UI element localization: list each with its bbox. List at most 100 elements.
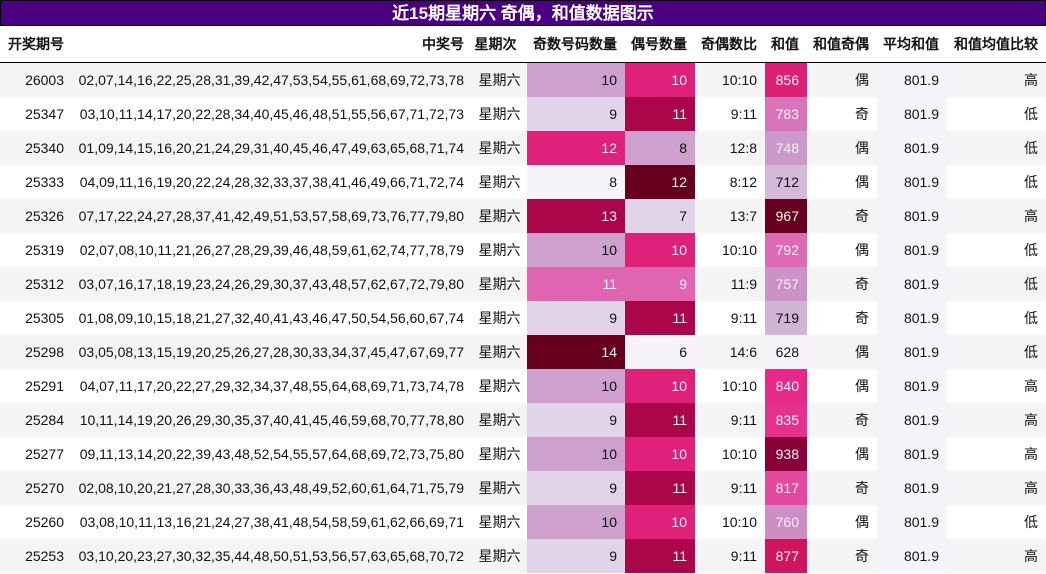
cell-odd-even-ratio: 9:11 (695, 539, 765, 573)
cell-sum: 835 (765, 403, 807, 437)
table-row: 25326 07,17,22,24,27,28,37,41,42,49,51,53… (0, 199, 1046, 233)
cell-sum-vs-avg: 低 (947, 131, 1046, 165)
cell-odd-even-ratio: 9:11 (730, 106, 757, 122)
cell-avg-sum: 801.9 (877, 539, 947, 573)
cell-sum-parity: 奇 (807, 267, 877, 301)
cell-avg-sum: 801.9 (877, 505, 947, 539)
cell-numbers: 03,08,10,11,13,16,21,24,27,38,41,48,54,5… (79, 514, 464, 530)
table-row: 25277 09,11,13,14,20,22,39,43,48,52,54,55… (0, 437, 1046, 471)
table-row: 25291 04,07,11,17,20,22,27,29,32,34,37,48… (0, 369, 1046, 403)
table-row: 25270 02,08,10,20,21,27,28,30,33,36,43,48… (0, 471, 1046, 505)
table-row: 25298 03,05,08,13,15,19,20,25,26,27,28,30… (0, 335, 1046, 369)
cell-weekday: 星期六 (472, 199, 527, 233)
cell-avg-sum: 801.9 (877, 369, 947, 403)
cell-odd-even-ratio: 9:11 (695, 403, 765, 437)
cell-sum-parity: 奇 (807, 403, 877, 437)
cell-avg-sum: 801.9 (877, 301, 947, 335)
cell-sum-vs-avg: 低 (1024, 514, 1038, 530)
cell-weekday: 星期六 (478, 514, 521, 530)
header-even-count: 偶号数量 (625, 26, 695, 63)
cell-sum: 760 (765, 505, 807, 539)
cell-numbers: 10,11,14,19,20,26,29,30,35,37,40,41,45,4… (72, 403, 472, 437)
cell-numbers: 02,07,14,16,22,25,28,31,39,42,47,53,54,5… (72, 62, 472, 97)
cell-sum: 817 (765, 471, 807, 505)
table-row: 25312 03,07,16,17,18,19,23,24,26,29,30,37… (0, 267, 1046, 301)
cell-sum-vs-avg: 高 (1024, 446, 1038, 462)
header-issue: 开奖期号 (0, 26, 72, 63)
cell-avg-sum: 801.9 (877, 267, 947, 301)
cell-odd-count: 10 (527, 369, 625, 403)
cell-avg-sum: 801.9 (877, 199, 947, 233)
header-numbers: 中奖号 (72, 26, 472, 63)
lottery-table: 开奖期号 中奖号 星期次 奇数号码数量 偶号数量 奇偶数比 和值 和值奇偶 平均和值 和值均值比较… (0, 26, 1046, 573)
cell-sum: 719 (765, 301, 807, 335)
cell-numbers: 03,07,16,17,18,19,23,24,26,29,30,37,43,4… (72, 267, 472, 301)
cell-sum-vs-avg: 低 (1024, 106, 1038, 122)
table-row: 25305 01,08,09,10,15,18,21,27,32,40,41,43… (0, 301, 1046, 335)
table-row: 26003 02,07,14,16,22,25,28,31,39,42,47,53… (0, 62, 1046, 97)
cell-sum-parity: 偶 (807, 335, 877, 369)
cell-sum-vs-avg: 高 (947, 199, 1046, 233)
cell-odd-even-ratio: 10:10 (721, 242, 757, 258)
cell-even-count: 6 (625, 335, 695, 369)
cell-issue: 25298 (0, 335, 72, 369)
cell-even-count: 11 (625, 539, 695, 573)
cell-weekday: 星期六 (478, 446, 521, 462)
cell-issue: 25326 (0, 199, 72, 233)
cell-sum-parity: 偶 (855, 514, 869, 530)
cell-numbers: 04,07,11,17,20,22,27,29,32,34,37,48,55,6… (79, 378, 464, 394)
cell-even-count: 11 (625, 403, 695, 437)
cell-sum: 856 (765, 62, 807, 97)
cell-even-count: 10 (625, 369, 695, 403)
cell-even-count: 10 (625, 437, 695, 471)
cell-avg-sum: 801.9 (877, 97, 947, 131)
cell-numbers: 03,05,08,13,15,19,20,25,26,27,28,30,33,3… (72, 335, 472, 369)
cell-odd-count: 13 (527, 199, 625, 233)
cell-numbers: 01,09,14,15,16,20,21,24,29,31,40,45,46,4… (72, 131, 472, 165)
cell-issue: 25260 (25, 514, 64, 530)
table-row: 25284 10,11,14,19,20,26,29,30,35,37,40,41… (0, 403, 1046, 437)
cell-avg-sum: 801.9 (877, 165, 947, 199)
cell-avg-sum: 801.9 (877, 471, 947, 505)
cell-sum-vs-avg: 高 (947, 62, 1046, 97)
cell-issue: 25319 (25, 242, 64, 258)
cell-sum: 877 (765, 539, 807, 573)
cell-odd-count: 9 (527, 97, 625, 131)
cell-sum-vs-avg: 高 (947, 471, 1046, 505)
cell-odd-count: 9 (527, 539, 625, 573)
cell-avg-sum: 801.9 (877, 233, 947, 267)
cell-sum-parity: 偶 (807, 131, 877, 165)
cell-odd-even-ratio: 11:9 (695, 267, 765, 301)
cell-sum-parity: 奇 (855, 310, 869, 326)
cell-even-count: 9 (625, 267, 695, 301)
table-row: 25319 02,07,08,10,11,21,26,27,28,29,39,46… (0, 233, 1046, 267)
cell-avg-sum: 801.9 (877, 131, 947, 165)
cell-weekday: 星期六 (472, 131, 527, 165)
cell-weekday: 星期六 (472, 335, 527, 369)
cell-sum-vs-avg: 低 (947, 335, 1046, 369)
cell-numbers: 03,10,11,14,17,20,22,28,34,40,45,46,48,5… (79, 106, 464, 122)
cell-odd-even-ratio: 10:10 (721, 446, 757, 462)
header-sum-vs-avg: 和值均值比较 (947, 26, 1046, 63)
cell-odd-even-ratio: 13:7 (695, 199, 765, 233)
cell-odd-count: 12 (527, 131, 625, 165)
cell-sum: 757 (765, 267, 807, 301)
table-row: 25340 01,09,14,15,16,20,21,24,29,31,40,45… (0, 131, 1046, 165)
cell-sum-parity: 偶 (807, 62, 877, 97)
cell-sum: 783 (765, 97, 807, 131)
table-row: 25253 03,10,20,23,27,30,32,35,44,48,50,51… (0, 539, 1046, 573)
cell-even-count: 10 (625, 233, 695, 267)
cell-odd-even-ratio: 14:6 (695, 335, 765, 369)
cell-weekday: 星期六 (478, 310, 521, 326)
cell-sum: 748 (765, 131, 807, 165)
cell-issue: 25284 (0, 403, 72, 437)
cell-weekday: 星期六 (472, 471, 527, 505)
cell-sum-vs-avg: 低 (1024, 310, 1038, 326)
cell-odd-even-ratio: 10:10 (721, 378, 757, 394)
cell-sum-parity: 偶 (855, 378, 869, 394)
cell-odd-even-ratio: 10:10 (721, 514, 757, 530)
cell-issue: 25270 (0, 471, 72, 505)
cell-issue: 25291 (25, 378, 64, 394)
header-sum: 和值 (765, 26, 807, 63)
header-avg-sum: 平均和值 (877, 26, 947, 63)
